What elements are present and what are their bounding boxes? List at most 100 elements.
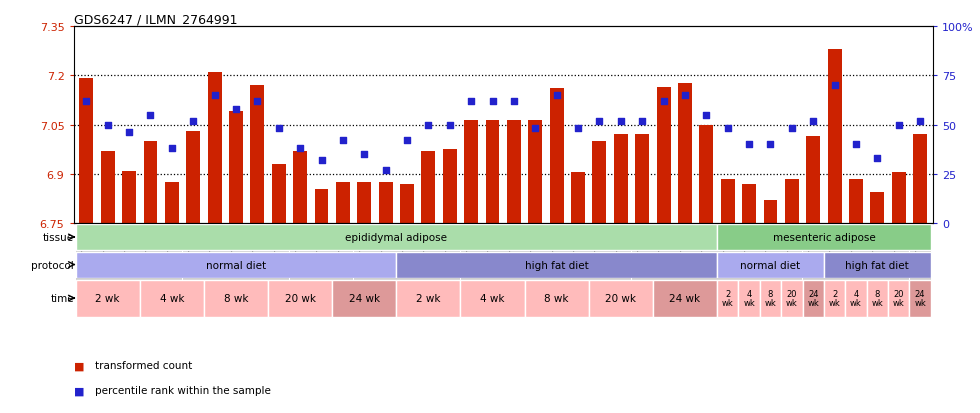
Point (464, 98, 479, 105)
Point (570, 126, 586, 133)
Bar (866, 280, 888, 317)
Text: 8
wk: 8 wk (764, 290, 776, 307)
Bar (720, 179, 735, 223)
Point (827, 83, 843, 89)
Point (656, 98, 671, 105)
Bar (396, 280, 461, 317)
Text: 24 wk: 24 wk (669, 293, 701, 303)
Point (122, 130, 137, 136)
Point (270, 126, 286, 133)
Point (399, 138, 415, 144)
Text: time: time (50, 293, 74, 303)
Bar (824, 252, 931, 278)
Text: 20 wk: 20 wk (284, 293, 316, 303)
Point (506, 98, 521, 105)
Bar (849, 179, 863, 223)
Bar (785, 179, 799, 223)
Point (912, 118, 928, 125)
Bar (486, 120, 500, 223)
Bar (846, 280, 866, 317)
Bar (550, 89, 564, 223)
Text: 4 wk: 4 wk (160, 293, 184, 303)
Bar (122, 171, 136, 223)
Bar (763, 201, 777, 223)
Text: percentile rank within the sample: percentile rank within the sample (95, 385, 270, 395)
Text: ■: ■ (74, 385, 84, 395)
Bar (101, 152, 115, 223)
Bar (396, 252, 717, 278)
Text: high fat diet: high fat diet (525, 260, 589, 270)
Bar (271, 164, 286, 223)
Point (527, 126, 543, 133)
Point (378, 167, 394, 174)
Point (185, 118, 201, 125)
Bar (870, 192, 884, 223)
Text: 4
wk: 4 wk (850, 290, 861, 307)
Bar (461, 280, 524, 317)
Text: 2
wk: 2 wk (829, 290, 841, 307)
Bar (613, 135, 628, 223)
Bar (421, 152, 435, 223)
Point (100, 122, 116, 128)
Bar (892, 173, 906, 223)
Point (292, 145, 308, 152)
Point (420, 122, 436, 128)
Text: ■: ■ (74, 361, 84, 370)
Text: tissue: tissue (43, 233, 74, 242)
Text: 20
wk: 20 wk (786, 290, 798, 307)
Bar (186, 132, 200, 223)
Bar (75, 224, 717, 250)
Text: 2 wk: 2 wk (416, 293, 441, 303)
Bar (888, 280, 909, 317)
Point (848, 142, 863, 148)
Point (634, 118, 650, 125)
Point (612, 118, 628, 125)
Bar (717, 252, 824, 278)
Bar (208, 73, 221, 223)
Point (314, 157, 329, 164)
Bar (909, 280, 931, 317)
Bar (742, 184, 756, 223)
Point (228, 106, 244, 113)
Text: 8 wk: 8 wk (223, 293, 248, 303)
Bar (140, 280, 204, 317)
Text: 8
wk: 8 wk (871, 290, 883, 307)
Bar (79, 79, 93, 223)
Bar (229, 112, 243, 223)
Point (762, 142, 778, 148)
Text: mesenteric adipose: mesenteric adipose (772, 233, 875, 242)
Bar (143, 142, 158, 223)
Bar (700, 125, 713, 223)
Bar (528, 120, 542, 223)
Bar (653, 280, 717, 317)
Text: 24
wk: 24 wk (808, 290, 819, 307)
Bar (332, 280, 396, 317)
Point (143, 112, 159, 119)
Text: 4 wk: 4 wk (480, 293, 505, 303)
Bar (443, 150, 457, 223)
Text: 4
wk: 4 wk (743, 290, 755, 307)
Bar (378, 183, 393, 223)
Point (442, 122, 458, 128)
Bar (717, 280, 738, 317)
Bar (824, 280, 846, 317)
Bar (781, 280, 803, 317)
Bar (738, 280, 760, 317)
Bar (657, 88, 670, 223)
Bar (593, 142, 607, 223)
Bar (760, 280, 781, 317)
Bar (336, 183, 350, 223)
Text: 8 wk: 8 wk (545, 293, 569, 303)
Text: 2 wk: 2 wk (95, 293, 120, 303)
Bar (204, 280, 269, 317)
Text: 24
wk: 24 wk (914, 290, 926, 307)
Bar (524, 280, 589, 317)
Point (592, 118, 608, 125)
Bar (803, 280, 824, 317)
Text: epididymal adipose: epididymal adipose (345, 233, 447, 242)
Bar (635, 135, 649, 223)
Text: high fat diet: high fat diet (846, 260, 909, 270)
Bar (571, 173, 585, 223)
Bar (269, 280, 332, 317)
Bar (358, 183, 371, 223)
